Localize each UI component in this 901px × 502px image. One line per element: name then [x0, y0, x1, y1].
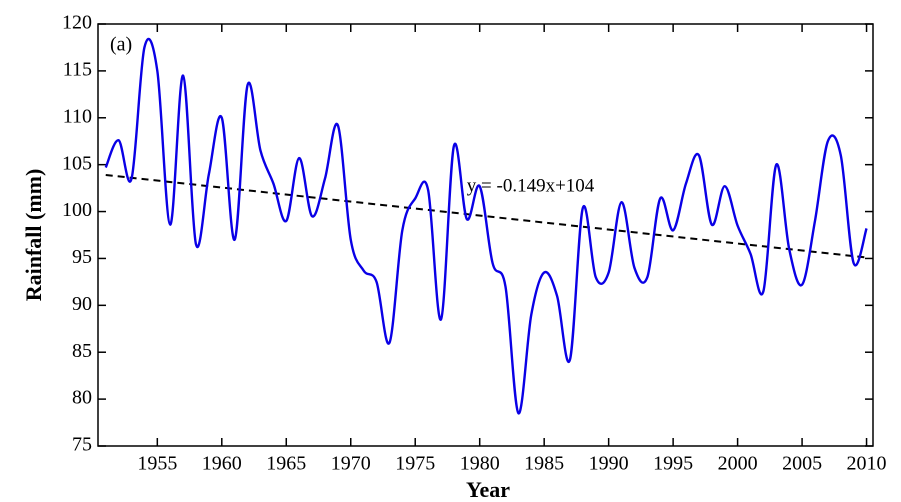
y-tick-label: 105: [62, 152, 92, 174]
trend-line: [105, 173, 867, 259]
x-tick-label: 1965: [266, 453, 306, 475]
y-axis-title: Rainfall (mm): [21, 169, 46, 302]
y-tick-label: 90: [72, 293, 92, 315]
x-tick-label: 1980: [460, 453, 500, 475]
y-tick-label: 80: [72, 387, 92, 409]
plot-frame: [97, 23, 874, 447]
y-tick-label: 110: [63, 105, 92, 127]
x-tick-label: 1970: [331, 453, 371, 475]
y-tick-label: 95: [72, 246, 92, 268]
x-tick-label: 2010: [847, 453, 887, 475]
y-tick-label: 115: [63, 58, 92, 80]
x-tick-label: 2005: [782, 453, 822, 475]
x-tick-label: 1955: [137, 453, 177, 475]
x-tick-label: 1995: [653, 453, 693, 475]
x-tick-label: 1975: [395, 453, 435, 475]
y-tick-label: 100: [62, 199, 92, 221]
x-tick-label: 1990: [589, 453, 629, 475]
x-tick-label: 2000: [718, 453, 758, 475]
panel-label: (a): [110, 34, 132, 56]
y-tick-label: 75: [72, 434, 92, 456]
x-tick-label: 1960: [202, 453, 242, 475]
y-tick-label: 85: [72, 340, 92, 362]
y-tick-label: 120: [62, 12, 92, 34]
x-tick-label: 1985: [524, 453, 564, 475]
data-line: [104, 37, 868, 415]
trend-equation: y = -0.149x+104: [467, 176, 595, 197]
x-axis-title: Year: [466, 477, 510, 502]
